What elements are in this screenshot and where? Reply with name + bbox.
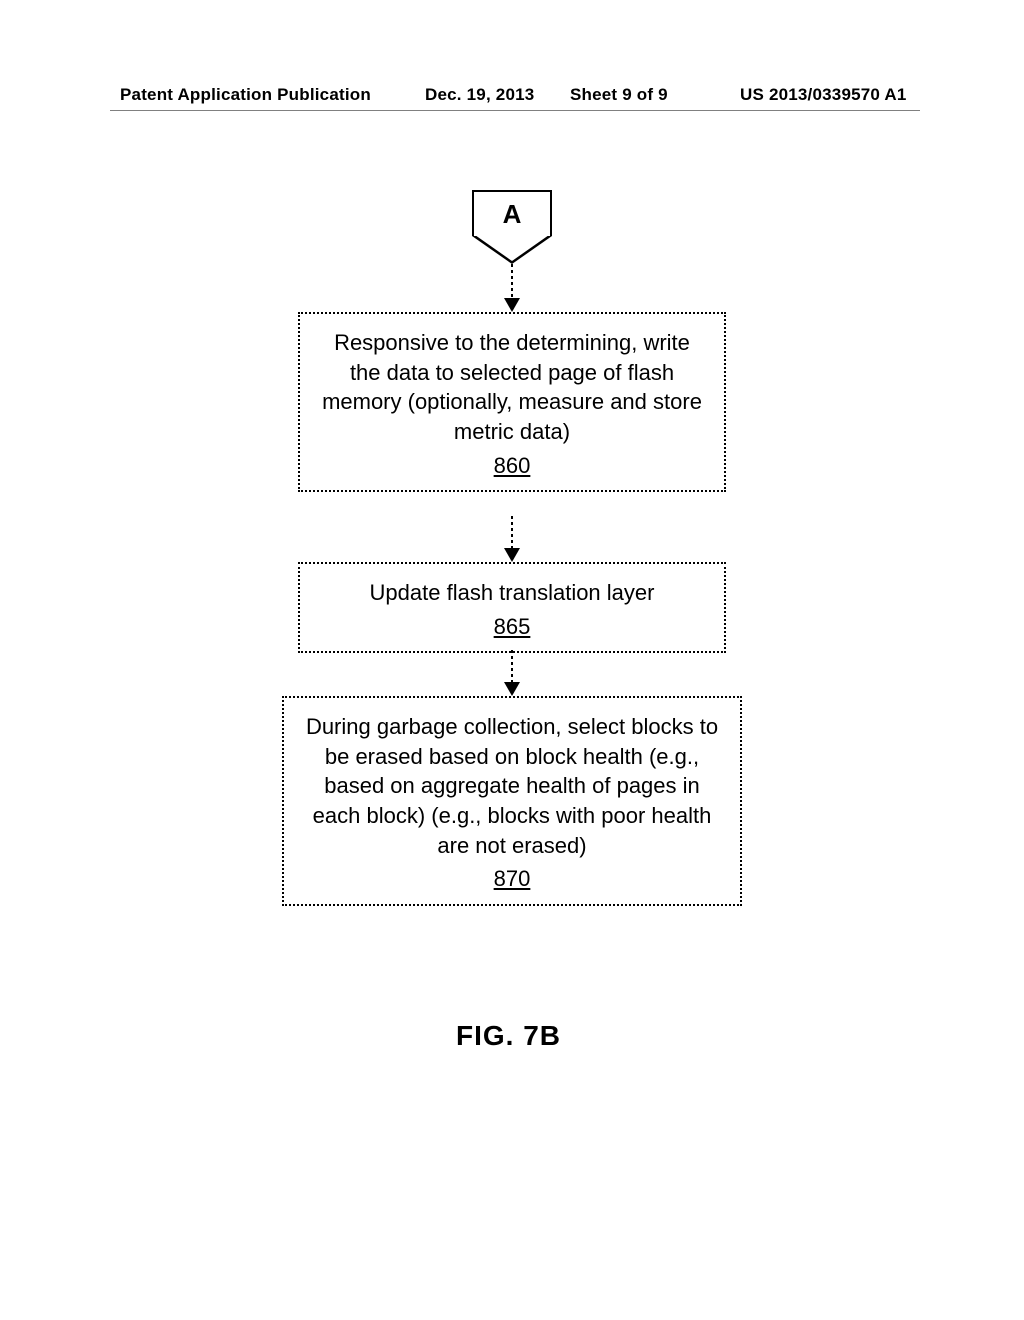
process-box-870-text: During garbage collection, select blocks… <box>300 712 724 860</box>
process-box-860-text: Responsive to the determining, write the… <box>316 328 708 447</box>
process-box-865: Update flash translation layer 865 <box>298 562 726 653</box>
process-box-860-ref: 860 <box>494 451 531 481</box>
process-box-860: Responsive to the determining, write the… <box>298 312 726 492</box>
header-docnum: US 2013/0339570 A1 <box>740 85 907 105</box>
process-box-865-text: Update flash translation layer <box>316 578 708 608</box>
arrow-865-to-870 <box>511 650 513 694</box>
offpage-connector-label: A <box>472 190 552 236</box>
arrow-a-to-860 <box>511 264 513 310</box>
header-rule <box>110 110 920 111</box>
header-sheet: Sheet 9 of 9 <box>570 85 668 105</box>
figure-label: FIG. 7B <box>456 1020 561 1052</box>
process-box-865-ref: 865 <box>494 612 531 642</box>
offpage-connector: A <box>472 190 552 264</box>
process-box-870-ref: 870 <box>494 864 531 894</box>
header-date: Dec. 19, 2013 <box>425 85 534 105</box>
process-box-870: During garbage collection, select blocks… <box>282 696 742 906</box>
header-publication: Patent Application Publication <box>120 85 371 105</box>
arrow-860-to-865 <box>511 516 513 560</box>
offpage-connector-point <box>472 236 552 264</box>
